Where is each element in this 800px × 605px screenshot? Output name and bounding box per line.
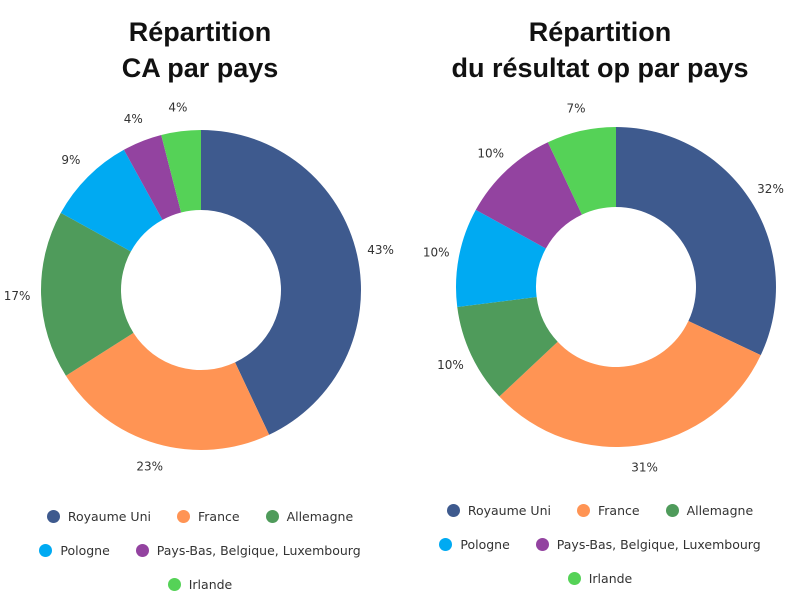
data-label: 10% xyxy=(477,147,504,161)
donut-slice-allemagne xyxy=(457,297,558,397)
legend-label: Pays-Bas, Belgique, Luxembourg xyxy=(156,543,361,558)
legend-label: Royaume Uni xyxy=(67,509,151,524)
legend-label: Royaume Uni xyxy=(467,503,551,518)
donut-slice-irlande xyxy=(547,127,616,215)
legend-label: France xyxy=(197,509,240,524)
legend-label: Irlande xyxy=(188,577,233,592)
donut-chart-resultat: 32% 31% 10% 10% 10% 7% xyxy=(423,101,784,475)
legend-item-irlande: Irlande xyxy=(567,571,633,586)
legend-row: Pologne Pays-Bas, Belgique, Luxembourg xyxy=(400,537,800,552)
legend-swatch xyxy=(265,510,279,523)
data-label: 43% xyxy=(367,243,394,257)
donut-chart-ca: 43% 23% 17% 9% 4% 4% xyxy=(4,100,394,474)
donut-slice-irlande xyxy=(161,130,201,213)
legend-item-benelux: Pays-Bas, Belgique, Luxembourg xyxy=(135,543,361,558)
legend-swatch xyxy=(176,510,190,523)
data-label: 32% xyxy=(757,182,784,196)
legend-label: France xyxy=(597,503,640,518)
legend-item-france: France xyxy=(176,509,240,524)
legend-swatch xyxy=(446,504,460,517)
legend-item-royaume-uni: Royaume Uni xyxy=(446,503,551,518)
data-label: 4% xyxy=(168,100,187,114)
donut-slice-france xyxy=(499,321,761,447)
legend-label: Pologne xyxy=(60,543,110,558)
legend-swatch xyxy=(46,510,60,523)
legend-item-pologne: Pologne xyxy=(439,537,510,552)
chart-title-line-2: du résultat op par pays xyxy=(451,53,749,83)
legend-swatch xyxy=(665,504,679,517)
data-label: 23% xyxy=(136,460,163,474)
donut-slice-benelux xyxy=(475,142,582,249)
legend-label: Allemagne xyxy=(686,503,754,518)
legend-swatch xyxy=(535,538,549,551)
legend-item-royaume-uni: Royaume Uni xyxy=(46,509,151,524)
legend-item-allemagne: Allemagne xyxy=(265,509,354,524)
legend-row: Pologne Pays-Bas, Belgique, Luxembourg xyxy=(0,543,400,558)
legend-row: Irlande xyxy=(400,571,800,586)
legend-item-allemagne: Allemagne xyxy=(665,503,754,518)
chart-title-line-1: Répartition xyxy=(128,17,272,47)
legend-swatch xyxy=(439,538,453,551)
donut-slice-royaume-uni xyxy=(616,127,776,356)
legend-row: Irlande xyxy=(0,577,400,592)
data-label: 4% xyxy=(124,112,143,126)
chart-title: Répartition CA par pays xyxy=(0,14,400,86)
donut-slice-benelux xyxy=(123,135,182,220)
data-label: 10% xyxy=(437,358,464,372)
data-label: 9% xyxy=(61,153,80,167)
legend-label: Irlande xyxy=(588,571,633,586)
legend-label: Pologne xyxy=(460,537,510,552)
legend-label: Allemagne xyxy=(286,509,354,524)
chart-title-line-1: Répartition xyxy=(528,17,672,47)
donut-slice-royaume-uni xyxy=(201,130,361,435)
legend-item-benelux: Pays-Bas, Belgique, Luxembourg xyxy=(535,537,761,552)
donut-slice-pologne xyxy=(456,209,546,308)
legend-swatch xyxy=(135,544,149,557)
data-label: 10% xyxy=(423,246,450,260)
donut-slice-allemagne xyxy=(40,212,134,376)
chart-title: Répartition du résultat op par pays xyxy=(400,14,800,86)
legend-swatch xyxy=(167,578,181,591)
legend-row: Royaume Uni France Allemagne xyxy=(400,503,800,518)
data-label: 17% xyxy=(4,289,31,303)
legend-swatch xyxy=(567,572,581,585)
chart-panel-resultat: Répartition du résultat op par pays 32% 3… xyxy=(400,0,800,605)
legend-label: Pays-Bas, Belgique, Luxembourg xyxy=(556,537,761,552)
legend-item-france: France xyxy=(576,503,640,518)
legend-item-pologne: Pologne xyxy=(39,543,110,558)
legend-item-irlande: Irlande xyxy=(167,577,233,592)
chart-panel-ca: Répartition CA par pays 43% 23% 17% 9% 4% 4% … xyxy=(0,14,400,592)
donut-slice-pologne xyxy=(60,149,163,252)
legend-swatch xyxy=(576,504,590,517)
legend-swatch xyxy=(39,544,53,557)
legend-row: Royaume Uni France Allemagne xyxy=(0,509,400,524)
data-label: 7% xyxy=(567,101,586,115)
donut-slice-france xyxy=(65,332,270,450)
chart-title-line-2: CA par pays xyxy=(121,53,279,83)
data-label: 31% xyxy=(631,461,658,475)
